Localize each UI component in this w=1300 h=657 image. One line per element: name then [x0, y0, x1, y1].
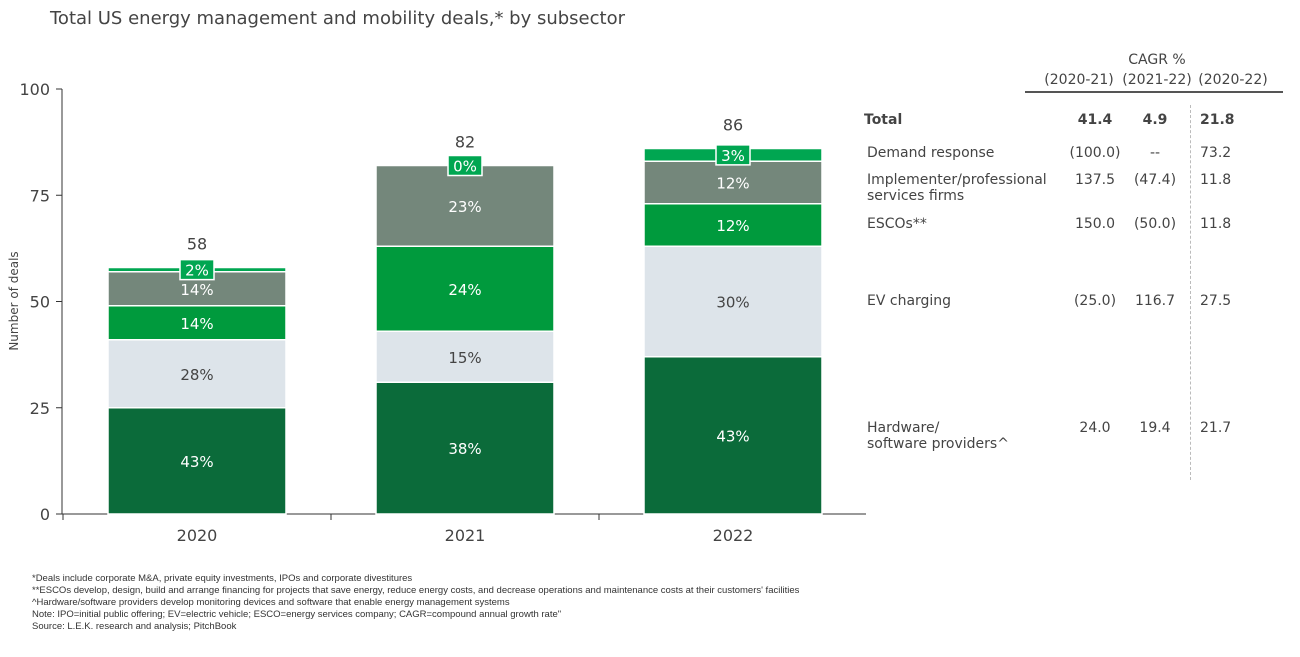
- data-label: 30%: [716, 294, 749, 312]
- data-label: 15%: [448, 349, 481, 367]
- data-label: 12%: [716, 175, 749, 193]
- column-divider: [1190, 105, 1191, 480]
- bar-segment: [643, 160, 823, 205]
- x-tick-label: 2021: [445, 526, 486, 545]
- x-tick-label: 2020: [177, 526, 218, 545]
- footnote: **ESCOs develop, design, build and arran…: [32, 585, 800, 596]
- bar-segment: [375, 164, 555, 247]
- header-divider: [1025, 91, 1283, 93]
- table-cell: 4.9: [1142, 112, 1168, 128]
- table-cell: (47.4): [1133, 172, 1177, 188]
- table-row-label: Hardware/software providers^: [867, 420, 1009, 452]
- total-label: 86: [723, 116, 743, 135]
- table-cell: 19.4: [1139, 420, 1171, 436]
- data-label: 14%: [180, 281, 213, 299]
- footnote: *Deals include corporate M&A, private eq…: [32, 573, 413, 584]
- table-cell: 11.8: [1200, 172, 1232, 188]
- bar-segment: [107, 271, 287, 307]
- table-cell: 24.0: [1079, 420, 1111, 436]
- data-label-box: [179, 258, 215, 281]
- col-header: (2020-22): [1198, 72, 1268, 88]
- table-cell: --: [1149, 145, 1161, 161]
- y-tick-label: 0: [40, 505, 50, 524]
- table-cell: 116.7: [1134, 293, 1176, 309]
- data-label-box: [447, 154, 483, 177]
- footnote: ^Hardware/software providers develop mon…: [32, 597, 510, 608]
- footnote: Source: L.E.K. research and analysis; Pi…: [32, 621, 237, 632]
- total-label: 58: [187, 235, 207, 254]
- x-tick-label: 2022: [713, 526, 754, 545]
- table-cell: (100.0): [1069, 145, 1121, 161]
- table-cell: 41.4: [1077, 112, 1113, 128]
- data-label: 43%: [180, 453, 213, 471]
- table-cell: 137.5: [1074, 172, 1116, 188]
- data-label: 24%: [448, 281, 481, 299]
- table-row-label: Implementer/professional services firms: [867, 172, 1047, 204]
- table-cell: 11.8: [1200, 216, 1232, 232]
- col-header: (2020-21): [1044, 72, 1114, 88]
- table-cell: (25.0): [1073, 293, 1117, 309]
- bar-segment: [643, 203, 823, 247]
- table-row-label: Total: [864, 112, 903, 128]
- total-label: 82: [455, 133, 475, 152]
- table-cell: 21.8: [1200, 112, 1235, 128]
- chart-title: Total US energy management and mobility …: [50, 8, 625, 29]
- data-label-box: [715, 144, 751, 166]
- y-tick-label: 75: [30, 186, 50, 205]
- data-label: 43%: [716, 427, 749, 445]
- table-cell: 21.7: [1200, 420, 1232, 436]
- bar-segment: [375, 245, 555, 332]
- y-axis-label: Number of deals: [7, 251, 21, 350]
- data-label: 3%: [721, 147, 745, 165]
- table-cell: 27.5: [1200, 293, 1232, 309]
- footnote: Note: IPO=initial public offering; EV=el…: [32, 609, 562, 620]
- bar-segment: [643, 356, 823, 515]
- data-label: 14%: [180, 315, 213, 333]
- data-label: 28%: [180, 366, 213, 384]
- table-row-label: ESCOs**: [867, 216, 927, 232]
- data-label: 2%: [185, 262, 209, 280]
- table-cell: (50.0): [1133, 216, 1177, 232]
- y-tick-label: 25: [30, 399, 50, 418]
- y-tick-label: 50: [30, 293, 50, 312]
- cagr-header: CAGR %: [1128, 52, 1186, 68]
- bar-segment: [643, 245, 823, 358]
- bar-segment: [107, 339, 287, 409]
- data-label: 23%: [448, 198, 481, 216]
- data-label: 12%: [716, 217, 749, 235]
- table-row-label: EV charging: [867, 293, 952, 309]
- bar-segment: [107, 305, 287, 341]
- table-row-label: Demand response: [867, 145, 995, 161]
- y-tick-label: 100: [19, 80, 50, 99]
- table-cell: 150.0: [1074, 216, 1116, 232]
- data-label: 38%: [448, 440, 481, 458]
- data-label: 0%: [453, 158, 477, 176]
- table-cell: 73.2: [1200, 145, 1232, 161]
- footnotes: *Deals include corporate M&A, private eq…: [32, 573, 799, 633]
- col-header: (2021-22): [1122, 72, 1192, 88]
